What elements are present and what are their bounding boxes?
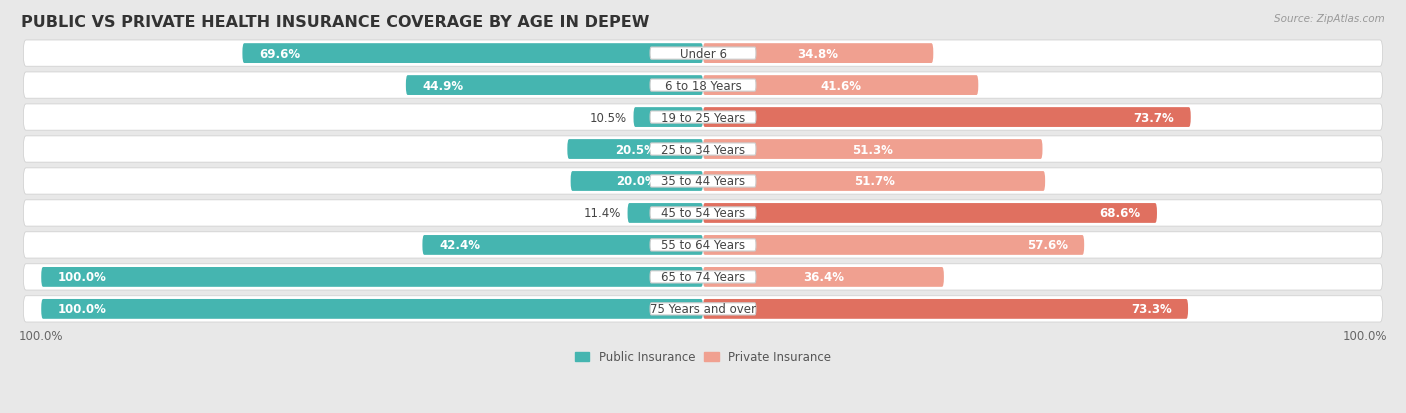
Text: 6 to 18 Years: 6 to 18 Years xyxy=(665,79,741,93)
Text: 51.7%: 51.7% xyxy=(853,175,894,188)
FancyBboxPatch shape xyxy=(24,264,1382,290)
Text: 73.7%: 73.7% xyxy=(1133,111,1174,124)
FancyBboxPatch shape xyxy=(24,41,1382,67)
Text: 34.8%: 34.8% xyxy=(797,47,838,60)
FancyBboxPatch shape xyxy=(650,207,756,219)
FancyBboxPatch shape xyxy=(627,204,703,223)
Text: 51.3%: 51.3% xyxy=(852,143,893,156)
FancyBboxPatch shape xyxy=(24,73,1382,99)
Text: 55 to 64 Years: 55 to 64 Years xyxy=(661,239,745,252)
Text: Source: ZipAtlas.com: Source: ZipAtlas.com xyxy=(1274,14,1385,24)
Text: 73.3%: 73.3% xyxy=(1130,303,1171,316)
FancyBboxPatch shape xyxy=(703,204,1157,223)
FancyBboxPatch shape xyxy=(703,140,1042,159)
Text: 75 Years and over: 75 Years and over xyxy=(650,303,756,316)
FancyBboxPatch shape xyxy=(24,137,1382,163)
Text: 35 to 44 Years: 35 to 44 Years xyxy=(661,175,745,188)
FancyBboxPatch shape xyxy=(24,104,1382,131)
FancyBboxPatch shape xyxy=(41,299,703,319)
FancyBboxPatch shape xyxy=(650,239,756,252)
FancyBboxPatch shape xyxy=(24,232,1382,259)
Text: 11.4%: 11.4% xyxy=(583,207,621,220)
Text: 69.6%: 69.6% xyxy=(259,47,299,60)
FancyBboxPatch shape xyxy=(650,112,756,124)
FancyBboxPatch shape xyxy=(650,48,756,60)
FancyBboxPatch shape xyxy=(703,299,1188,319)
FancyBboxPatch shape xyxy=(703,44,934,64)
Text: 36.4%: 36.4% xyxy=(803,271,844,284)
Text: 19 to 25 Years: 19 to 25 Years xyxy=(661,111,745,124)
Text: 44.9%: 44.9% xyxy=(422,79,464,93)
Text: Under 6: Under 6 xyxy=(679,47,727,60)
FancyBboxPatch shape xyxy=(650,144,756,156)
FancyBboxPatch shape xyxy=(703,108,1191,128)
Text: 20.0%: 20.0% xyxy=(616,175,657,188)
FancyBboxPatch shape xyxy=(703,267,943,287)
Text: 41.6%: 41.6% xyxy=(820,79,860,93)
FancyBboxPatch shape xyxy=(650,176,756,188)
Text: 45 to 54 Years: 45 to 54 Years xyxy=(661,207,745,220)
Text: 42.4%: 42.4% xyxy=(439,239,479,252)
Text: 20.5%: 20.5% xyxy=(614,143,655,156)
FancyBboxPatch shape xyxy=(568,140,703,159)
FancyBboxPatch shape xyxy=(422,235,703,255)
Text: 100.0%: 100.0% xyxy=(58,303,107,316)
Text: PUBLIC VS PRIVATE HEALTH INSURANCE COVERAGE BY AGE IN DEPEW: PUBLIC VS PRIVATE HEALTH INSURANCE COVER… xyxy=(21,15,650,30)
FancyBboxPatch shape xyxy=(703,235,1084,255)
Legend: Public Insurance, Private Insurance: Public Insurance, Private Insurance xyxy=(571,346,835,368)
FancyBboxPatch shape xyxy=(634,108,703,128)
FancyBboxPatch shape xyxy=(703,172,1045,192)
FancyBboxPatch shape xyxy=(650,80,756,92)
Text: 68.6%: 68.6% xyxy=(1099,207,1140,220)
Text: 100.0%: 100.0% xyxy=(58,271,107,284)
FancyBboxPatch shape xyxy=(406,76,703,96)
FancyBboxPatch shape xyxy=(24,296,1382,322)
FancyBboxPatch shape xyxy=(650,271,756,283)
FancyBboxPatch shape xyxy=(41,267,703,287)
Text: 25 to 34 Years: 25 to 34 Years xyxy=(661,143,745,156)
Text: 57.6%: 57.6% xyxy=(1026,239,1067,252)
FancyBboxPatch shape xyxy=(242,44,703,64)
FancyBboxPatch shape xyxy=(571,172,703,192)
Text: 65 to 74 Years: 65 to 74 Years xyxy=(661,271,745,284)
FancyBboxPatch shape xyxy=(24,169,1382,195)
FancyBboxPatch shape xyxy=(24,200,1382,226)
Text: 10.5%: 10.5% xyxy=(589,111,627,124)
FancyBboxPatch shape xyxy=(650,303,756,315)
FancyBboxPatch shape xyxy=(703,76,979,96)
